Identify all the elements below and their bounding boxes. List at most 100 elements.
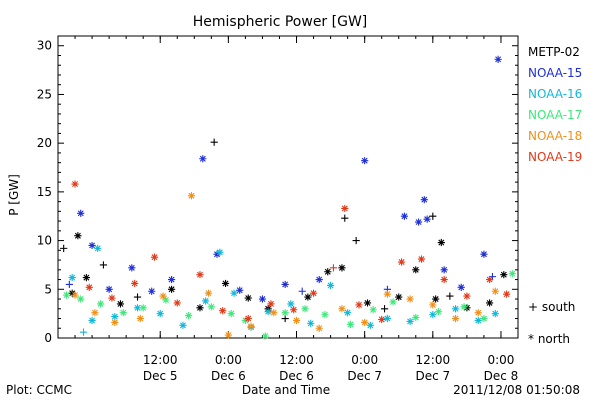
- data-point: [264, 308, 272, 316]
- data-point: [292, 316, 301, 325]
- data-point: [204, 289, 213, 297]
- data-point: [500, 271, 508, 279]
- data-point: [491, 310, 499, 318]
- data-point: [91, 309, 99, 317]
- legend-entry: METP-02: [528, 45, 580, 59]
- data-point: [159, 292, 167, 300]
- x-tick-label-time: 0:00: [215, 353, 242, 367]
- x-tick-label-date: Dec 6: [211, 369, 246, 383]
- data-point: [315, 275, 323, 284]
- plot-border: [57, 35, 519, 339]
- data-point: [219, 307, 227, 315]
- data-point: [116, 300, 125, 308]
- data-point: [199, 155, 207, 163]
- data-point: [224, 331, 232, 339]
- data-point: [287, 300, 295, 308]
- data-point: [290, 306, 298, 314]
- y-tick-label: 15: [37, 185, 52, 199]
- y-tick-label: 20: [37, 136, 52, 150]
- data-point: [415, 218, 423, 226]
- data-point: [136, 314, 144, 323]
- data-point: [400, 212, 409, 220]
- data-point: [491, 287, 499, 295]
- data-point: [301, 305, 309, 313]
- data-point: [216, 248, 224, 256]
- series-noaa-19: [71, 180, 511, 324]
- data-point: [463, 292, 471, 300]
- data-point: [315, 324, 323, 332]
- data-point: [429, 311, 437, 319]
- data-point: [352, 236, 360, 245]
- data-point: [62, 291, 71, 299]
- marker-key-south: + south: [528, 300, 575, 314]
- data-point: [338, 264, 346, 272]
- data-point: [508, 270, 516, 278]
- data-point: [494, 55, 502, 63]
- data-point: [162, 296, 170, 304]
- data-point: [270, 309, 278, 317]
- data-point: [60, 244, 68, 252]
- data-point: [247, 322, 255, 330]
- data-point: [341, 214, 349, 222]
- chart-title: Hemispheric Power [GW]: [193, 14, 368, 30]
- data-point: [389, 298, 397, 306]
- data-point: [281, 309, 289, 317]
- x-axis-label: Date and Time: [242, 383, 330, 397]
- data-point: [99, 261, 108, 269]
- data-point: [74, 232, 82, 240]
- x-tick-label-time: 12:00: [143, 353, 178, 367]
- data-point: [281, 280, 289, 289]
- data-point: [85, 283, 93, 291]
- data-point: [88, 241, 96, 250]
- data-point: [244, 294, 252, 302]
- x-tick-label-date: Dec 6: [279, 369, 314, 383]
- data-point: [131, 279, 139, 288]
- data-point: [298, 287, 306, 295]
- data-point: [486, 299, 494, 307]
- data-point: [480, 250, 488, 258]
- data-point: [244, 314, 252, 323]
- data-point: [221, 279, 230, 288]
- data-point: [417, 255, 426, 263]
- series-noaa-15: [65, 55, 502, 303]
- data-point: [429, 301, 437, 309]
- data-point: [429, 212, 437, 220]
- data-point: [210, 138, 218, 146]
- data-point: [363, 299, 372, 307]
- data-point: [133, 293, 142, 301]
- data-point: [65, 280, 73, 289]
- data-point: [457, 283, 465, 291]
- data-point: [236, 286, 244, 294]
- data-point: [420, 196, 428, 204]
- y-tick-label: 5: [44, 282, 52, 296]
- data-point: [230, 289, 238, 297]
- data-points: [60, 55, 516, 340]
- y-axis-label: P [GW]: [7, 174, 21, 216]
- data-point: [150, 253, 159, 261]
- data-point: [361, 157, 369, 165]
- x-tick-label-date: Dec 7: [415, 369, 450, 383]
- y-tick-label: 30: [37, 39, 52, 53]
- data-point: [111, 318, 119, 327]
- data-point: [486, 275, 494, 284]
- data-point: [474, 309, 482, 317]
- data-point: [196, 271, 204, 279]
- data-point: [503, 290, 511, 298]
- data-point: [432, 295, 440, 303]
- data-point: [341, 204, 349, 213]
- data-point: [105, 285, 113, 293]
- legend-entry: NOAA-17: [528, 108, 582, 122]
- data-point: [133, 304, 142, 312]
- data-point: [111, 312, 119, 321]
- series-noaa-18: [71, 192, 499, 339]
- data-point: [324, 268, 332, 276]
- legend: METP-02 NOAA-15 NOAA-16 NOAA-17 NOAA-18 NOAA-…: [528, 45, 582, 164]
- data-point: [446, 292, 454, 300]
- y-tick-label: 25: [37, 87, 52, 101]
- data-point: [173, 299, 181, 307]
- data-point: [179, 321, 187, 329]
- data-point: [395, 293, 403, 301]
- x-tick-label-date: Dec 8: [484, 369, 519, 383]
- marker-key: + south * north: [528, 300, 575, 346]
